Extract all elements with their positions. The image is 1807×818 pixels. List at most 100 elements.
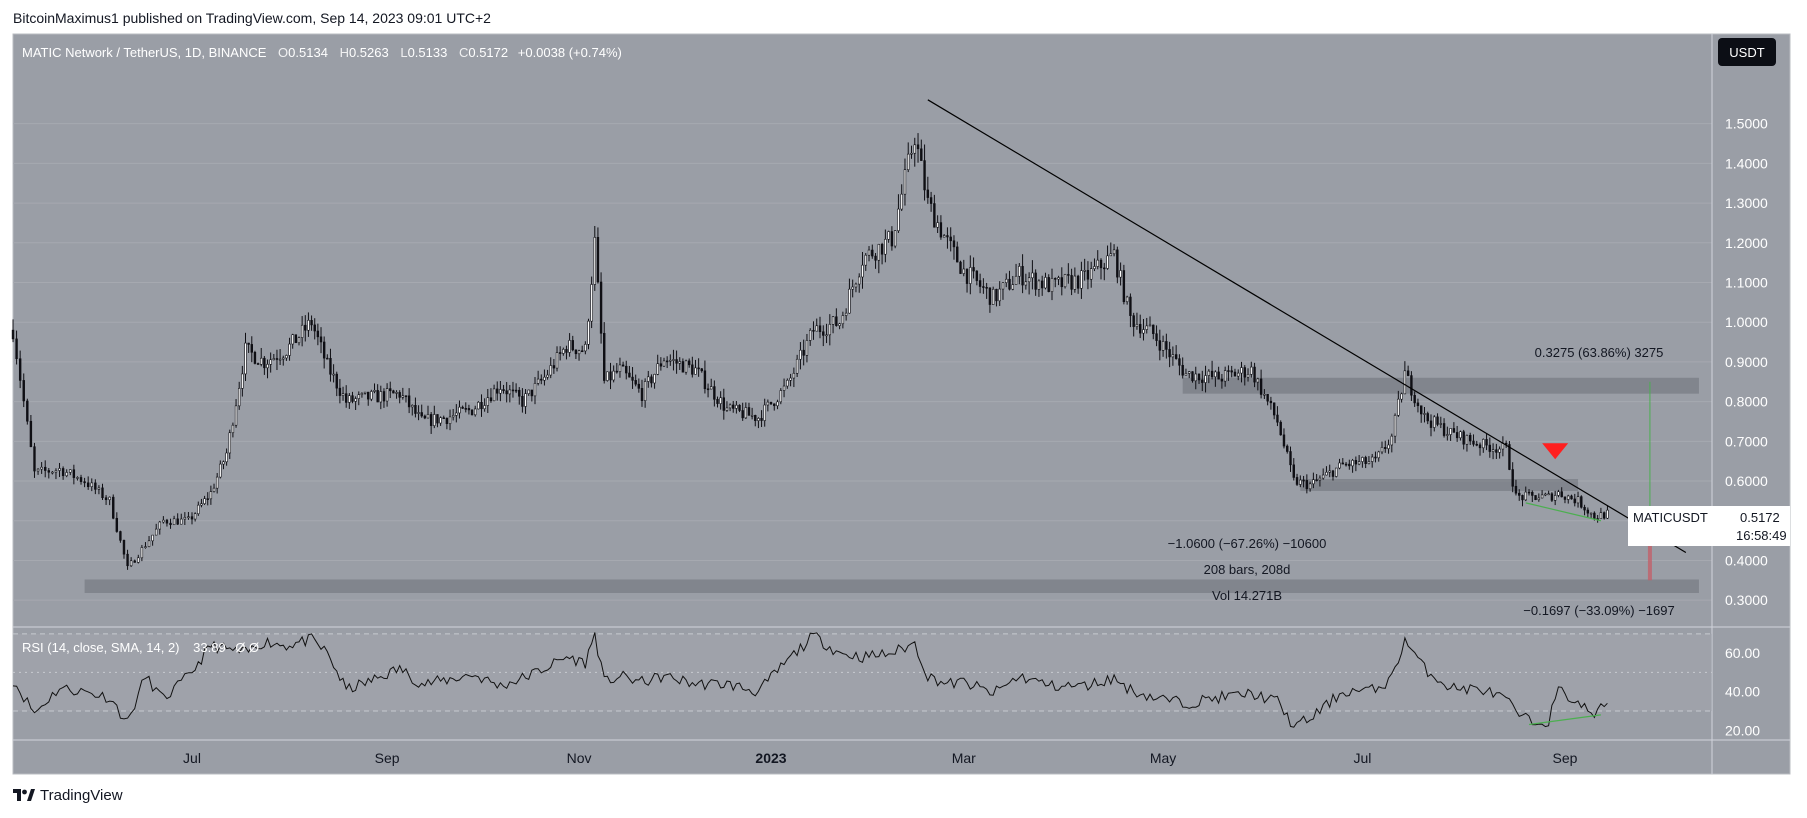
tradingview-logo[interactable]: TradingView [13,787,123,804]
candle [140,544,144,562]
candle [363,391,367,395]
candle [269,352,272,373]
candle-body [546,374,549,378]
candle-body [404,395,408,398]
candle [1024,273,1028,290]
candle-body [58,468,61,471]
candle [792,367,796,388]
candle-body [266,364,269,369]
candle-body [728,404,732,409]
candle-body [949,236,952,242]
candle-body [282,357,285,360]
candle [1335,467,1338,478]
candle-body [1272,402,1276,416]
candle [104,495,108,505]
candle-body [122,540,126,555]
candle-body [933,203,936,228]
candle [29,415,33,448]
candle [47,468,51,479]
candle-body [939,222,943,238]
candle [470,409,474,416]
candle-body [719,397,722,404]
candle [812,321,815,340]
candle-body [982,286,985,288]
candle [1312,472,1315,489]
candle [854,282,858,293]
candle [766,399,770,412]
rsi-value: 33.89 [193,640,226,655]
candle-body [848,288,851,314]
candle-body [1423,413,1426,415]
candle-body [140,547,144,559]
candle [795,354,799,378]
candle [643,378,647,408]
candle [58,462,61,478]
candle [1109,242,1113,257]
candle-body [1475,443,1478,446]
candle-body [874,255,877,261]
candle [669,354,672,366]
candle [1011,275,1014,291]
candle-body [492,388,496,402]
candle-body [269,359,272,365]
candle-body [861,264,864,278]
candle-body [1034,272,1037,290]
candle [329,348,332,382]
candle-body [558,352,562,354]
candle [1263,389,1266,400]
candle-body [565,349,568,353]
candle [244,332,247,381]
candle [1282,428,1286,449]
candle-body [1132,315,1135,327]
candle-body [580,350,584,353]
candle-body [1331,470,1335,477]
price-divergence-line [1525,502,1602,522]
candle [1129,293,1132,328]
candle-body [83,481,86,484]
candle-body [1054,278,1057,280]
candle [1416,398,1420,413]
candle [76,476,79,481]
candle [949,227,952,252]
candle-body [1318,477,1322,481]
candle [1008,270,1011,291]
candle-body [656,363,659,375]
candle [514,383,518,394]
candle [101,483,104,501]
candle-body [841,315,845,325]
candle [40,462,43,474]
candle-body [929,197,933,204]
down-measure-bar [1647,513,1652,581]
candle [933,194,936,228]
currency-button[interactable]: USDT [1718,38,1776,66]
candle [65,469,68,478]
candle-body [1527,491,1531,494]
candle-body [1495,449,1498,453]
candle-body [1472,440,1475,445]
candle-body [760,418,763,421]
candle [1116,246,1119,284]
candle [407,388,411,414]
candle-body [593,237,596,285]
candle-body [1511,469,1514,487]
candle-body [1040,280,1044,289]
candle-body [165,519,169,524]
candle [1174,345,1178,360]
candle [1132,312,1135,337]
candle-body [1537,497,1541,500]
candle-body [464,408,467,410]
candle [215,473,219,494]
candle [332,364,335,383]
candle [263,356,266,375]
candle-body [1240,367,1243,374]
rsi-line [12,632,1608,728]
candle [1279,420,1282,436]
candle-body [916,144,920,150]
candle [1442,418,1446,438]
rsi-divergence-line [1528,714,1601,726]
candle [634,374,637,387]
candle [133,559,136,563]
candle-body [370,391,373,400]
candle [1070,268,1073,296]
